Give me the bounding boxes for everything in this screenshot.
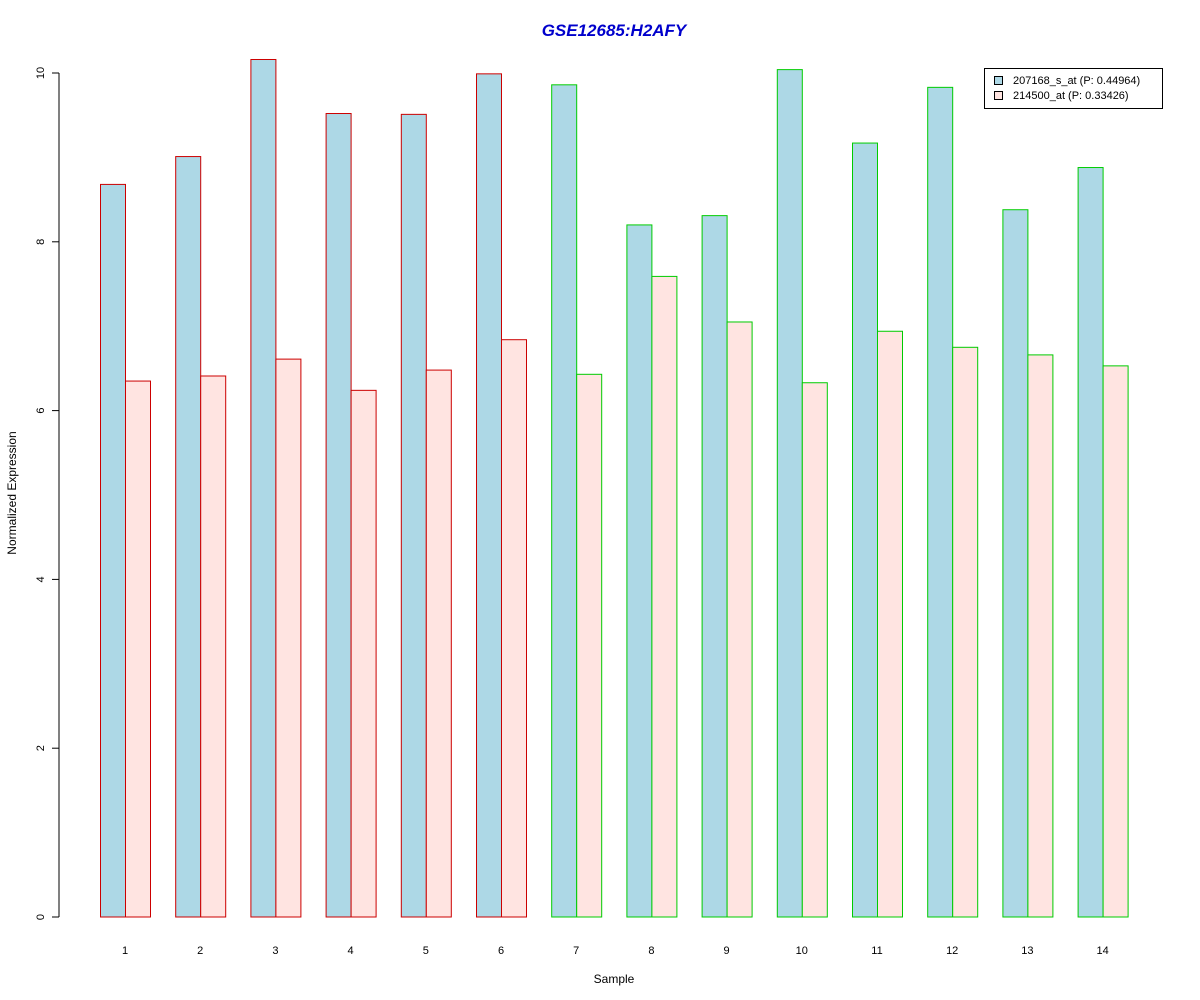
legend-box — [984, 68, 1163, 109]
bar-1-series-1 — [100, 183, 126, 918]
y-tick-label: 8 — [35, 239, 47, 245]
chart-title: GSE12685:H2AFY — [542, 21, 688, 40]
bar-5-series-2 — [425, 369, 452, 918]
y-tick-label: 10 — [35, 67, 47, 79]
x-tick-label: 3 — [272, 945, 278, 957]
legend-entry-2: 214500_at (P: 0.33426) — [1013, 90, 1129, 102]
bar-2-series-2 — [200, 375, 227, 918]
legend: 207168_s_at (P: 0.44964) 214500_at (P: 0.… — [984, 68, 1163, 109]
x-tick-label: 2 — [197, 945, 203, 957]
x-tick-label: 11 — [871, 945, 882, 957]
bar-7-series-1 — [551, 84, 578, 918]
bar-4-series-1 — [325, 113, 352, 918]
bar-9-series-2 — [726, 321, 753, 918]
bar-8-series-1 — [626, 224, 653, 918]
y-axis-label: Normalized Expression — [5, 431, 19, 554]
y-axis: 0 2 4 6 8 10 — [35, 67, 60, 920]
x-tick-labels: 1 2 3 4 5 6 7 8 9 10 11 12 13 14 — [122, 945, 1109, 957]
x-tick-label: 4 — [348, 945, 354, 957]
x-axis-label: Sample — [594, 972, 635, 986]
bar-14-series-2 — [1102, 365, 1129, 918]
bar-6-series-2 — [501, 339, 527, 918]
x-tick-label: 12 — [946, 945, 958, 957]
bar-11-series-1 — [852, 142, 878, 918]
x-tick-label: 8 — [648, 945, 654, 957]
bar-13-series-1 — [1002, 209, 1029, 918]
x-tick-label: 7 — [573, 945, 579, 957]
y-tick-label: 0 — [35, 914, 47, 920]
bar-10-series-1 — [776, 69, 803, 918]
bars — [100, 58, 1129, 918]
bar-12-series-2 — [952, 346, 979, 918]
bar-10-series-2 — [801, 382, 828, 918]
x-tick-label: 5 — [423, 945, 429, 957]
bar-6-series-1 — [476, 73, 502, 918]
bar-5-series-1 — [400, 113, 427, 918]
legend-swatch-1 — [994, 76, 1003, 85]
bar-3-series-2 — [275, 358, 302, 918]
x-tick-label: 10 — [796, 945, 808, 957]
y-tick-label: 6 — [35, 408, 47, 414]
legend-swatch-2 — [994, 91, 1003, 100]
bar-13-series-2 — [1027, 354, 1054, 918]
x-tick-label: 14 — [1096, 945, 1108, 957]
bar-2-series-1 — [175, 156, 202, 918]
y-tick-label: 4 — [35, 576, 47, 582]
bar-1-series-2 — [125, 380, 151, 918]
bar-7-series-2 — [576, 373, 603, 918]
bar-8-series-2 — [651, 275, 678, 918]
bar-14-series-1 — [1077, 167, 1104, 918]
x-tick-label: 13 — [1021, 945, 1033, 957]
x-tick-label: 1 — [122, 945, 128, 957]
y-tick-label: 2 — [35, 745, 47, 751]
bar-9-series-1 — [701, 215, 728, 918]
bar-12-series-1 — [927, 86, 954, 918]
bar-3-series-1 — [250, 58, 277, 918]
bar-11-series-2 — [877, 330, 903, 918]
legend-entry-1: 207168_s_at (P: 0.44964) — [1013, 75, 1140, 87]
bar-4-series-2 — [350, 389, 377, 918]
x-tick-label: 9 — [724, 945, 730, 957]
x-tick-label: 6 — [498, 945, 504, 957]
